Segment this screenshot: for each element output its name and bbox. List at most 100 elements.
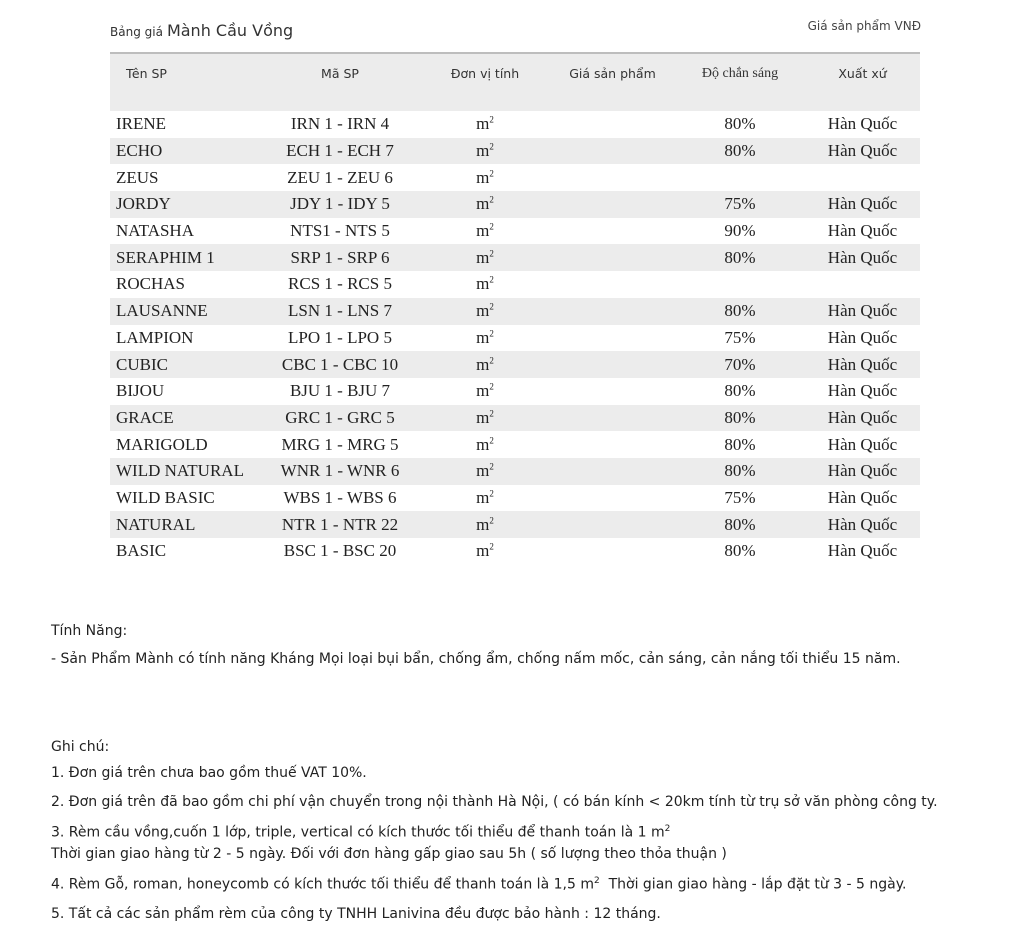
cell-name-text: BIJOU bbox=[116, 381, 165, 401]
cell-code: GRC 1 - GRC 5 bbox=[260, 405, 420, 432]
cell-code-text: MRG 1 - MRG 5 bbox=[281, 434, 399, 454]
cell-name: ZEUS bbox=[110, 164, 260, 191]
cell-name: WILD BASIC bbox=[110, 485, 260, 512]
cell-shade-text: 80% bbox=[724, 514, 756, 534]
cell-code: WNR 1 - WNR 6 bbox=[260, 458, 420, 485]
note-3-text: 3. Rèm cầu vồng,cuốn 1 lớp, triple, vert… bbox=[51, 824, 665, 841]
cell-name-text: MARIGOLD bbox=[116, 434, 208, 454]
cell-shade-text: 90% bbox=[724, 221, 756, 241]
currency-note: Giá sản phẩm VNĐ bbox=[807, 19, 921, 33]
exponent: 2 bbox=[489, 274, 494, 285]
cell-origin-text: Hàn Quốc bbox=[827, 514, 898, 534]
cell-code: IRN 1 - IRN 4 bbox=[260, 111, 420, 138]
cell-unit: m2 bbox=[420, 485, 550, 512]
cell-name: LAUSANNE bbox=[110, 298, 260, 325]
cell-unit-text: m bbox=[476, 487, 490, 507]
cell-name: LAMPION bbox=[110, 325, 260, 352]
cell-shade: 80% bbox=[675, 538, 805, 565]
cell-origin: Hàn Quốc bbox=[805, 191, 920, 218]
cell-code-text: NTR 1 - NTR 22 bbox=[281, 514, 399, 534]
table-header: Tên SP Mã SP Đơn vị tính Giá sản phẩm Độ… bbox=[110, 53, 920, 111]
cell-origin: Hàn Quốc bbox=[805, 244, 920, 271]
table-row: CUBIC CBC 1 - CBC 10 m2 70% Hàn Quốc bbox=[110, 351, 920, 378]
cell-unit: m2 bbox=[420, 325, 550, 352]
cell-shade: 70% bbox=[675, 351, 805, 378]
cell-origin-text: Hàn Quốc bbox=[827, 247, 898, 267]
cell-name-text: JORDY bbox=[116, 194, 171, 214]
cell-name-text: WILD NATURAL bbox=[116, 461, 244, 481]
cell-shade: 80% bbox=[675, 431, 805, 458]
cell-name-text: CUBIC bbox=[116, 354, 168, 374]
exponent: 2 bbox=[489, 248, 494, 259]
cell-code: WBS 1 - WBS 6 bbox=[260, 485, 420, 512]
exponent: 2 bbox=[489, 515, 494, 525]
cell-code-text: JDY 1 - IDY 5 bbox=[290, 194, 390, 214]
cell-shade-text: 80% bbox=[724, 301, 756, 321]
cell-shade: 80% bbox=[675, 111, 805, 138]
cell-price bbox=[550, 218, 675, 245]
cell-code: NTS1 - NTS 5 bbox=[260, 218, 420, 245]
exponent: 2 bbox=[489, 168, 494, 179]
title-label: Bảng giá bbox=[110, 25, 163, 39]
cell-name-text: NATASHA bbox=[116, 221, 194, 241]
cell-shade-text: 75% bbox=[724, 487, 756, 507]
cell-code: LSN 1 - LNS 7 bbox=[260, 298, 420, 325]
note-3: 3. Rèm cầu vồng,cuốn 1 lớp, triple, vert… bbox=[51, 824, 670, 841]
cell-price bbox=[550, 351, 675, 378]
cell-origin-text: Hàn Quốc bbox=[827, 114, 898, 134]
cell-name-text: ROCHAS bbox=[116, 274, 185, 294]
cell-shade-text: 80% bbox=[724, 381, 756, 401]
product-line-name: Mành Cầu Vồng bbox=[166, 21, 294, 40]
cell-code-text: NTS1 - NTS 5 bbox=[290, 221, 390, 241]
exponent: 2 bbox=[489, 354, 494, 365]
cell-unit: m2 bbox=[420, 298, 550, 325]
table-row: GRACE GRC 1 - GRC 5 m2 80% Hàn Quốc bbox=[110, 404, 920, 432]
cell-shade: 80% bbox=[675, 458, 805, 485]
cell-name: NATASHA bbox=[110, 218, 260, 245]
cell-unit-text: m bbox=[476, 514, 490, 534]
cell-shade-text: 80% bbox=[724, 461, 756, 481]
cell-origin-text: Hàn Quốc bbox=[827, 301, 898, 321]
exponent: 2 bbox=[489, 114, 494, 125]
cell-name: ECHO bbox=[110, 138, 260, 165]
exponent: 2 bbox=[489, 541, 494, 552]
exponent: 2 bbox=[489, 408, 494, 419]
cell-name: BASIC bbox=[110, 538, 260, 565]
cell-shade-text: 75% bbox=[724, 327, 756, 347]
cell-code: CBC 1 - CBC 10 bbox=[260, 351, 420, 378]
table-row: ECHO ECH 1 - ECH 7 m2 80% Hàn Quốc bbox=[110, 137, 920, 165]
cell-code-text: ZEU 1 - ZEU 6 bbox=[287, 167, 393, 187]
cell-name: WILD NATURAL bbox=[110, 458, 260, 485]
cell-origin: Hàn Quốc bbox=[805, 351, 920, 378]
cell-origin: Hàn Quốc bbox=[805, 138, 920, 165]
cell-code: SRP 1 - SRP 6 bbox=[260, 244, 420, 271]
cell-origin: Hàn Quốc bbox=[805, 378, 920, 405]
note-4-text: 4. Rèm Gỗ, roman, honeycomb có kích thướ… bbox=[51, 876, 594, 893]
exponent: 2 bbox=[664, 824, 671, 834]
cell-price bbox=[550, 111, 675, 138]
cell-origin-text: Hàn Quốc bbox=[827, 354, 898, 374]
cell-shade bbox=[675, 164, 805, 191]
cell-name: CUBIC bbox=[110, 351, 260, 378]
cell-code-text: SRP 1 - SRP 6 bbox=[290, 247, 390, 267]
cell-unit-text: m bbox=[476, 221, 490, 241]
cell-origin: Hàn Quốc bbox=[805, 431, 920, 458]
table-row: MARIGOLD MRG 1 - MRG 5 m2 80% Hàn Quốc bbox=[110, 431, 920, 458]
col-price: Giá sản phẩm bbox=[569, 66, 656, 81]
cell-name-text: WILD BASIC bbox=[116, 487, 215, 507]
table-row: LAMPION LPO 1 - LPO 5 m2 75% Hàn Quốc bbox=[110, 325, 920, 352]
cell-origin-text: Hàn Quốc bbox=[827, 461, 898, 481]
note-4: 4. Rèm Gỗ, roman, honeycomb có kích thướ… bbox=[51, 876, 906, 893]
cell-price bbox=[550, 431, 675, 458]
cell-shade-text: 80% bbox=[724, 141, 756, 161]
cell-shade: 80% bbox=[675, 298, 805, 325]
cell-unit: m2 bbox=[420, 405, 550, 432]
cell-origin-text: Hàn Quốc bbox=[827, 327, 898, 347]
cell-unit-text: m bbox=[476, 541, 490, 561]
cell-unit-text: m bbox=[476, 407, 490, 427]
cell-name-text: LAUSANNE bbox=[116, 301, 208, 321]
cell-name: NATURAL bbox=[110, 511, 260, 538]
table-row: WILD NATURAL WNR 1 - WNR 6 m2 80% Hàn Quốc bbox=[110, 457, 920, 485]
cell-shade: 80% bbox=[675, 244, 805, 271]
cell-code-text: IRN 1 - IRN 4 bbox=[290, 114, 390, 134]
